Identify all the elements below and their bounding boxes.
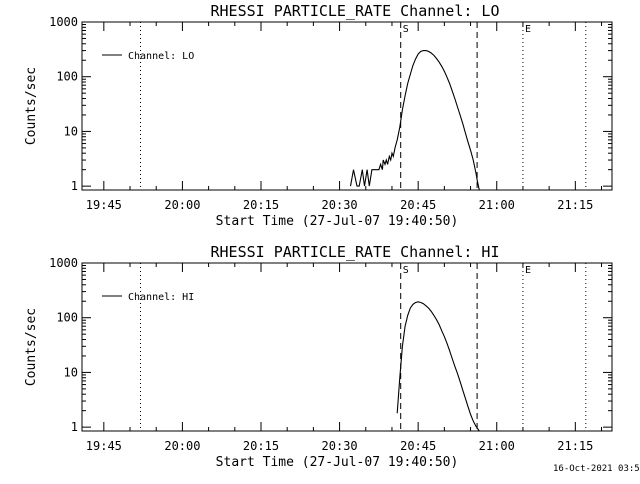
y-tick-label: 10 — [64, 124, 78, 138]
x-axis-label: Start Time (27-Jul-07 19:40:50) — [216, 214, 459, 229]
x-tick-label: 21:00 — [479, 439, 515, 453]
y-tick-label: 10 — [64, 365, 78, 379]
x-tick-label: 20:00 — [164, 198, 200, 212]
x-tick-label: 20:15 — [243, 439, 279, 453]
x-tick-label: 20:30 — [322, 198, 358, 212]
panel-hi: RHESSI PARTICLE_RATE Channel: HI Counts/s… — [24, 243, 613, 470]
chart-title: RHESSI PARTICLE_RATE Channel: LO — [211, 2, 500, 20]
x-axis-label: Start Time (27-Jul-07 19:40:50) — [216, 455, 459, 470]
y-tick-label: 1 — [71, 420, 78, 434]
y-tick-label: 100 — [56, 70, 78, 84]
marker-label: E — [525, 265, 531, 276]
x-tick-label: 20:45 — [400, 439, 436, 453]
footer-timestamp: 16-Oct-2021 03:55 — [553, 464, 640, 474]
marker-label: S — [403, 265, 409, 276]
chart-title: RHESSI PARTICLE_RATE Channel: HI — [211, 243, 500, 261]
marker-label: E — [525, 24, 531, 35]
x-tick-label: 19:45 — [86, 198, 122, 212]
x-tick-label: 20:00 — [164, 439, 200, 453]
y-axis-label: Counts/sec — [24, 67, 39, 145]
series-line-lo — [349, 50, 480, 191]
marker-label: S — [403, 24, 409, 35]
plot-frame — [81, 21, 613, 191]
x-tick-label: 21:15 — [557, 439, 593, 453]
y-tick-label: 100 — [56, 311, 78, 325]
x-tick-label: 21:15 — [557, 198, 593, 212]
x-tick-label: 20:15 — [243, 198, 279, 212]
x-tick-label: 19:45 — [86, 439, 122, 453]
legend-entry: Channel: HI — [128, 292, 194, 303]
x-tick-label: 20:45 — [400, 198, 436, 212]
x-tick-label: 21:00 — [479, 198, 515, 212]
y-axis-label: Counts/sec — [24, 308, 39, 386]
plot-frame — [81, 262, 613, 432]
x-tick-label: 20:30 — [322, 439, 358, 453]
panel-lo: RHESSI PARTICLE_RATE Channel: LO Counts/s… — [24, 2, 613, 229]
y-tick-label: 1 — [71, 179, 78, 193]
series-line-hi — [396, 301, 480, 432]
y-tick-label: 1000 — [49, 15, 78, 29]
legend-entry: Channel: LO — [128, 51, 194, 62]
y-tick-label: 1000 — [49, 256, 78, 270]
